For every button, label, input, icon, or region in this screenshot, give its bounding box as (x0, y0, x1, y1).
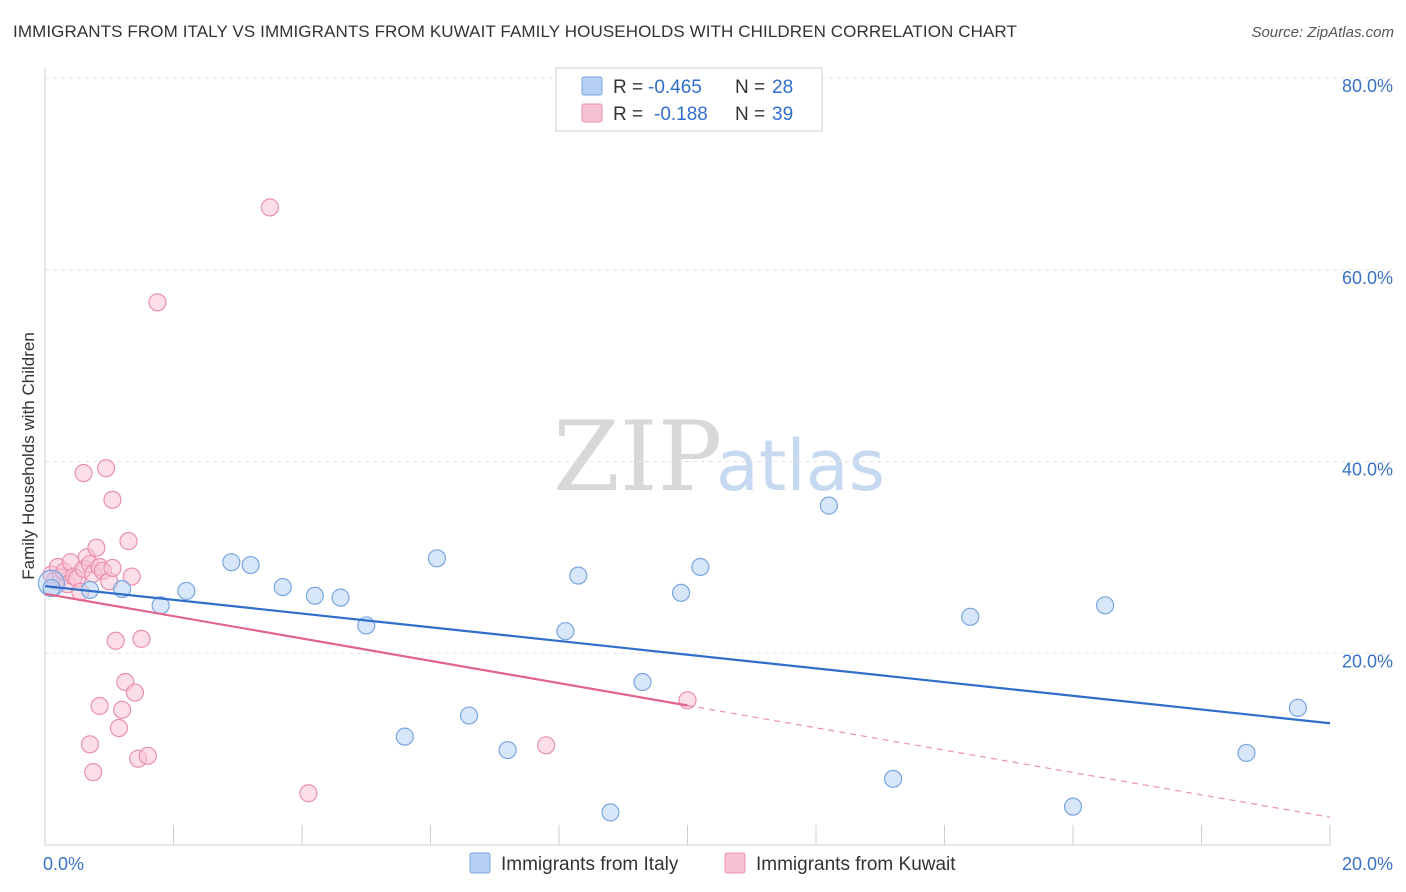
kuwait-point-14 (87, 538, 106, 557)
bottom-legend-kuwait-label: Immigrants from Kuwait (756, 854, 956, 875)
x-tick-label-0: 0.0% (43, 854, 84, 874)
trend-lines (44, 585, 1331, 818)
chart-source: Source: ZipAtlas.com (1251, 24, 1394, 41)
kuwait-point-36 (90, 696, 109, 716)
legend-italy-r-label: R = (613, 77, 643, 98)
y-tick-label-3: 80.0% (1342, 76, 1393, 96)
italy-point-7 (273, 577, 292, 597)
axes (44, 68, 1331, 846)
legend-italy-r-value: -0.465 (648, 77, 702, 98)
x-tick-label-1: 20.0% (1342, 854, 1393, 874)
italy-point-12 (427, 549, 447, 568)
kuwait-point-19 (106, 631, 125, 650)
y-tick-labels: 20.0% 40.0% 60.0% 80.0% (1342, 76, 1393, 671)
italy-point-9 (331, 588, 350, 607)
kuwait-point-29 (74, 463, 93, 483)
kuwait-point-32 (148, 293, 167, 312)
kuwait-point-31 (103, 490, 122, 509)
italy-point-15 (556, 622, 575, 641)
legend-kuwait-n-label: N = (735, 104, 765, 125)
kuwait-point-20 (109, 718, 128, 738)
kuwait-point-30 (96, 459, 116, 478)
watermark-zip: ZIP (553, 401, 722, 513)
kuwait-point-23 (119, 531, 138, 551)
italy-point-22 (883, 769, 903, 788)
correlation-legend: R = -0.465 N = 28 R = -0.188 N = 39 (555, 67, 823, 132)
italy-point-26 (1237, 743, 1256, 763)
italy-point-14 (498, 740, 517, 760)
kuwait-point-28 (138, 746, 157, 765)
italy-point-17 (601, 803, 620, 822)
legend-italy-n-label: N = (735, 77, 765, 98)
legend-kuwait-r-label: R = (613, 104, 643, 125)
bottom-legend-italy-swatch (469, 852, 491, 874)
bottom-legend-italy-label: Immigrants from Italy (501, 854, 679, 875)
italy-point-25 (1096, 596, 1115, 615)
y-tick-label-0: 20.0% (1342, 651, 1393, 671)
italy-point-27 (1288, 698, 1307, 717)
italy-point-24 (1063, 797, 1083, 816)
kuwait-point-34 (80, 735, 100, 754)
italy-point-11 (395, 727, 414, 746)
italy-point-21 (819, 496, 838, 515)
kuwait-point-24 (122, 567, 141, 586)
kuwait-point-35 (84, 763, 103, 782)
kuwait-point-37 (299, 784, 318, 803)
italy-point-20 (691, 557, 710, 577)
y-tick-label-2: 60.0% (1342, 268, 1393, 288)
kuwait-point-38 (537, 736, 556, 755)
italy-point-18 (633, 672, 652, 692)
kuwait-point-33 (260, 198, 279, 217)
legend-italy-swatch (581, 76, 603, 96)
kuwait-point-27 (132, 629, 151, 648)
italy-point-23 (961, 607, 980, 626)
kuwait-point-25 (125, 683, 145, 702)
italy-trend-line (44, 585, 1331, 725)
italy-point-6 (241, 555, 260, 575)
bottom-legend-kuwait-swatch (724, 852, 746, 874)
legend-kuwait-swatch (581, 103, 603, 123)
y-tick-label-1: 40.0% (1342, 460, 1393, 480)
kuwait-trend-line (44, 592, 688, 707)
italy-point-5 (222, 553, 241, 572)
kuwait-point-18 (103, 558, 122, 578)
italy-point-8 (305, 586, 324, 605)
kuwait-trend-line-extension (687, 704, 1331, 818)
series-legend: Immigrants from Italy Immigrants from Ku… (469, 852, 956, 875)
italy-point-19 (671, 583, 691, 602)
italy-point-4 (177, 581, 196, 601)
legend-kuwait-r-value: -0.188 (654, 104, 708, 125)
italy-point-13 (459, 706, 479, 725)
legend-kuwait-n-value: 39 (772, 104, 793, 125)
legend-italy-n-value: 28 (772, 77, 793, 98)
y-axis-label: Family Households with Children (19, 332, 38, 580)
italy-point-16 (569, 566, 588, 585)
watermark-atlas: atlas (716, 425, 885, 507)
chart-title: IMMIGRANTS FROM ITALY VS IMMIGRANTS FROM… (13, 22, 1017, 41)
x-tick-labels: 0.0% 20.0% (43, 854, 1393, 874)
kuwait-point-21 (112, 700, 132, 719)
italy-points (37, 496, 1307, 822)
